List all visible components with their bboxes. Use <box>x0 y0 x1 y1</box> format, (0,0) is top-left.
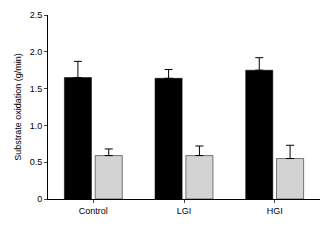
svg-text:Substrate oxidation (g/min): Substrate oxidation (g/min) <box>13 53 23 161</box>
svg-text:2.5: 2.5 <box>30 10 43 20</box>
svg-text:1.0: 1.0 <box>30 121 43 131</box>
svg-text:0.5: 0.5 <box>30 157 43 167</box>
svg-text:1.5: 1.5 <box>30 84 43 94</box>
svg-text:LGI: LGI <box>177 206 192 216</box>
svg-text:2.0: 2.0 <box>30 47 43 57</box>
svg-text:HGI: HGI <box>267 206 283 216</box>
svg-text:Control: Control <box>79 206 108 216</box>
svg-text:0: 0 <box>37 194 42 204</box>
